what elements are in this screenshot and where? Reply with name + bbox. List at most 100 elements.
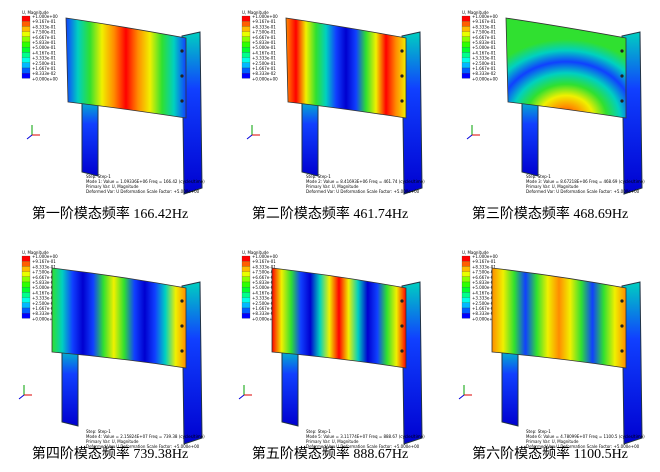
legend-label: +2.500e-01	[252, 301, 276, 306]
plate	[505, 17, 627, 119]
legend-swatch	[21, 15, 31, 22]
legend-swatch	[241, 21, 251, 27]
deformed-info: Deformed Var: U Deformation Scale Factor…	[306, 189, 420, 194]
legend-label: +2.500e-01	[472, 301, 496, 306]
bolt	[620, 99, 624, 103]
mode-info: Mode 1: Value = 1.09336E+06 Freq = 166.4…	[86, 179, 205, 184]
legend-swatch	[21, 276, 31, 283]
legend-swatch	[21, 255, 31, 262]
legend-label: +5.833e-01	[32, 40, 56, 45]
column-right	[181, 281, 203, 445]
legend-swatch	[461, 292, 471, 298]
legend-swatch	[241, 15, 251, 22]
legend-label: +9.167e-01	[472, 259, 496, 264]
mode-info: Mode 5: Value = 3.11774E+07 Freq = 888.6…	[306, 434, 425, 439]
bolt	[620, 49, 624, 53]
legend-label: +8.333e-01	[252, 264, 276, 269]
legend-label: +4.167e-01	[472, 50, 496, 55]
caption: 第三阶模态频率 468.69Hz	[472, 205, 628, 222]
bolt	[400, 349, 404, 353]
legend-swatch	[21, 266, 31, 272]
mode-panel: U, Magnitude+1.000e+00+9.167e-01+8.333e-…	[461, 10, 645, 222]
mode-info: Mode 6: Value = 4.78099E+07 Freq = 1100.…	[526, 434, 645, 439]
legend-swatch	[21, 307, 31, 314]
legend-label: +5.833e-01	[472, 40, 496, 45]
column-left	[501, 345, 519, 427]
axis	[246, 134, 253, 140]
legend-swatch	[21, 302, 31, 309]
legend-swatch	[461, 47, 471, 53]
legend-swatch	[241, 26, 251, 32]
legend-label: +1.667e-01	[252, 306, 276, 311]
legend-label: +3.333e-01	[252, 296, 276, 301]
legend-label: +8.333e-02	[252, 71, 276, 76]
legend-label: +9.167e-01	[32, 259, 56, 264]
legend-title: U, Magnitude	[242, 250, 269, 255]
legend-label: +7.500e-01	[32, 30, 56, 35]
bolt	[180, 324, 184, 328]
bolt	[180, 49, 184, 53]
legend-swatch	[21, 36, 31, 43]
legend-label: +7.500e-01	[472, 30, 496, 35]
deformed-info: Deformed Var: U Deformation Scale Factor…	[86, 444, 200, 449]
legend-swatch	[461, 36, 471, 43]
legend-label: +5.833e-01	[472, 280, 496, 285]
bolt	[620, 74, 624, 78]
deformed-info: Deformed Var: U Deformation Scale Factor…	[86, 189, 200, 194]
legend-label: +0.000e+00	[472, 76, 498, 81]
column-left	[81, 95, 99, 177]
legend-swatch	[461, 302, 471, 309]
legend-label: +8.333e-02	[472, 71, 496, 76]
legend-label: +5.000e-01	[472, 285, 496, 290]
deformed-info: Deformed Var: U Deformation Scale Factor…	[526, 189, 640, 194]
legend-swatch	[241, 73, 251, 79]
legend-swatch	[21, 287, 31, 293]
legend-label: +8.333e-01	[472, 24, 496, 29]
legend-swatch	[21, 281, 31, 288]
mode-info: Mode 3: Value = 8.67218E+06 Freq = 468.6…	[526, 179, 645, 184]
legend-label: +8.333e-01	[32, 264, 56, 269]
legend-swatch	[21, 271, 31, 277]
caption: 第五阶模态频率 888.67Hz	[252, 445, 408, 462]
legend-label: +0.000e+00	[32, 76, 58, 81]
mode-panel: U, Magnitude+1.000e+00+9.167e-01+8.333e-…	[241, 10, 425, 222]
axis	[466, 134, 473, 140]
legend-label: +1.000e+00	[472, 254, 498, 259]
legend-swatch	[241, 281, 251, 288]
legend-label: +1.667e-01	[252, 66, 276, 71]
legend-swatch	[21, 297, 31, 303]
primary-info: Primary Var: U, Magnitude	[306, 184, 359, 189]
step-info: Step: Step-1	[86, 429, 111, 434]
legend-swatch	[241, 31, 251, 37]
bolt	[620, 324, 624, 328]
legend-label: +4.167e-01	[32, 290, 56, 295]
legend-label: +3.333e-01	[32, 56, 56, 61]
legend-swatch	[461, 52, 471, 58]
legend-label: +3.333e-01	[32, 296, 56, 301]
legend-label: +8.333e-02	[472, 311, 496, 316]
legend-label: +1.667e-01	[32, 306, 56, 311]
legend-swatch	[461, 307, 471, 314]
legend-label: +1.000e+00	[472, 14, 498, 19]
legend-label: +2.500e-01	[472, 61, 496, 66]
plate	[271, 267, 407, 369]
legend-swatch	[241, 297, 251, 303]
legend-label: +9.167e-01	[32, 19, 56, 24]
legend-swatch	[21, 26, 31, 32]
legend-label: +2.500e-01	[32, 61, 56, 66]
legend-label: +0.000e+00	[472, 316, 498, 321]
legend-swatch	[241, 67, 251, 74]
plate	[65, 17, 187, 119]
bolt	[400, 99, 404, 103]
legend-label: +8.333e-02	[252, 311, 276, 316]
legend-label: +5.000e-01	[252, 285, 276, 290]
legend-swatch	[461, 255, 471, 262]
caption: 第四阶模态频率 739.38Hz	[32, 445, 188, 462]
legend-swatch	[241, 292, 251, 298]
legend-label: +6.667e-01	[252, 35, 276, 40]
legend-label: +8.333e-02	[32, 71, 56, 76]
legend-label: +5.833e-01	[32, 280, 56, 285]
legend-label: +9.167e-01	[252, 19, 276, 24]
